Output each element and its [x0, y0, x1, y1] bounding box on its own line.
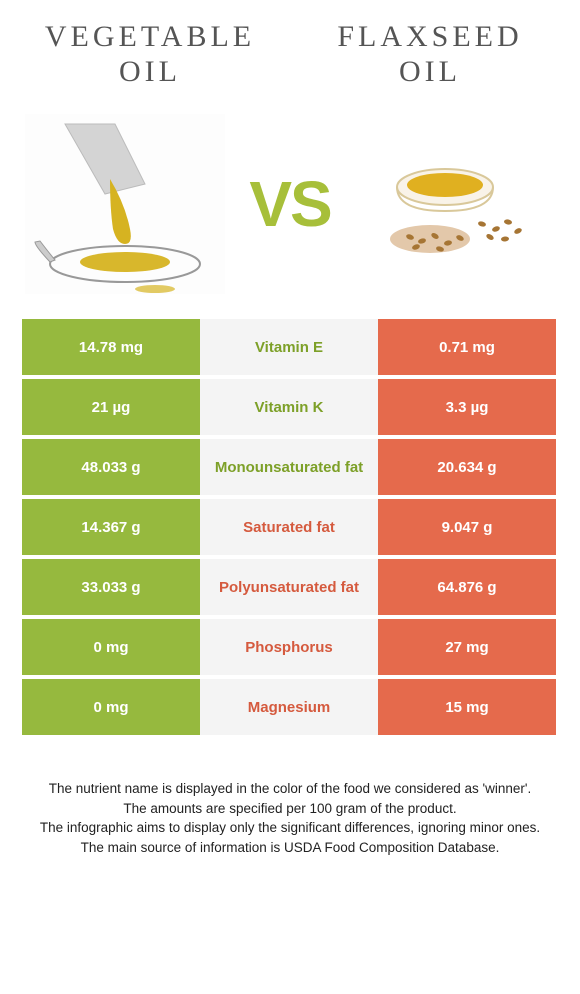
table-row: 21 µgVitamin K3.3 µg	[22, 379, 558, 435]
table-row: 0 mgMagnesium15 mg	[22, 679, 558, 735]
nutrient-label: Vitamin K	[200, 379, 378, 435]
left-value: 48.033 g	[22, 439, 200, 495]
right-value: 15 mg	[378, 679, 556, 735]
right-value: 9.047 g	[378, 499, 556, 555]
title-right: FLAXSEED OIL	[320, 20, 540, 89]
nutrient-label: Polyunsaturated fat	[200, 559, 378, 615]
right-value: 20.634 g	[378, 439, 556, 495]
table-row: 0 mgPhosphorus27 mg	[22, 619, 558, 675]
footer-notes: The nutrient name is displayed in the co…	[0, 739, 580, 857]
right-value: 0.71 mg	[378, 319, 556, 375]
table-row: 48.033 gMonounsaturated fat20.634 g	[22, 439, 558, 495]
vegetable-oil-image	[25, 114, 225, 294]
left-value: 33.033 g	[22, 559, 200, 615]
left-value: 14.367 g	[22, 499, 200, 555]
vs-label: VS	[249, 167, 330, 241]
comparison-table: 14.78 mgVitamin E0.71 mg21 µgVitamin K3.…	[0, 319, 580, 735]
left-value: 21 µg	[22, 379, 200, 435]
nutrient-label: Monounsaturated fat	[200, 439, 378, 495]
images-row: VS	[0, 99, 580, 319]
table-row: 14.78 mgVitamin E0.71 mg	[22, 319, 558, 375]
header: VEGETABLE OIL FLAXSEED OIL	[0, 0, 580, 99]
right-value: 3.3 µg	[378, 379, 556, 435]
footer-line: The main source of information is USDA F…	[18, 838, 562, 858]
table-row: 33.033 gPolyunsaturated fat64.876 g	[22, 559, 558, 615]
nutrient-label: Magnesium	[200, 679, 378, 735]
table-row: 14.367 gSaturated fat9.047 g	[22, 499, 558, 555]
right-value: 27 mg	[378, 619, 556, 675]
footer-line: The infographic aims to display only the…	[18, 818, 562, 838]
nutrient-label: Saturated fat	[200, 499, 378, 555]
footer-line: The nutrient name is displayed in the co…	[18, 779, 562, 799]
right-value: 64.876 g	[378, 559, 556, 615]
title-left: VEGETABLE OIL	[40, 20, 260, 89]
flaxseed-oil-image	[355, 114, 555, 294]
left-value: 0 mg	[22, 679, 200, 735]
nutrient-label: Vitamin E	[200, 319, 378, 375]
nutrient-label: Phosphorus	[200, 619, 378, 675]
left-value: 14.78 mg	[22, 319, 200, 375]
footer-line: The amounts are specified per 100 gram o…	[18, 799, 562, 819]
left-value: 0 mg	[22, 619, 200, 675]
